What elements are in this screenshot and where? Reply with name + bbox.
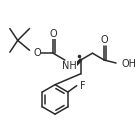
Text: O: O: [100, 35, 108, 45]
Text: NH: NH: [62, 61, 77, 71]
Text: F: F: [80, 81, 85, 91]
Text: OH: OH: [122, 59, 137, 69]
Text: O: O: [34, 48, 41, 58]
Text: O: O: [49, 29, 57, 39]
